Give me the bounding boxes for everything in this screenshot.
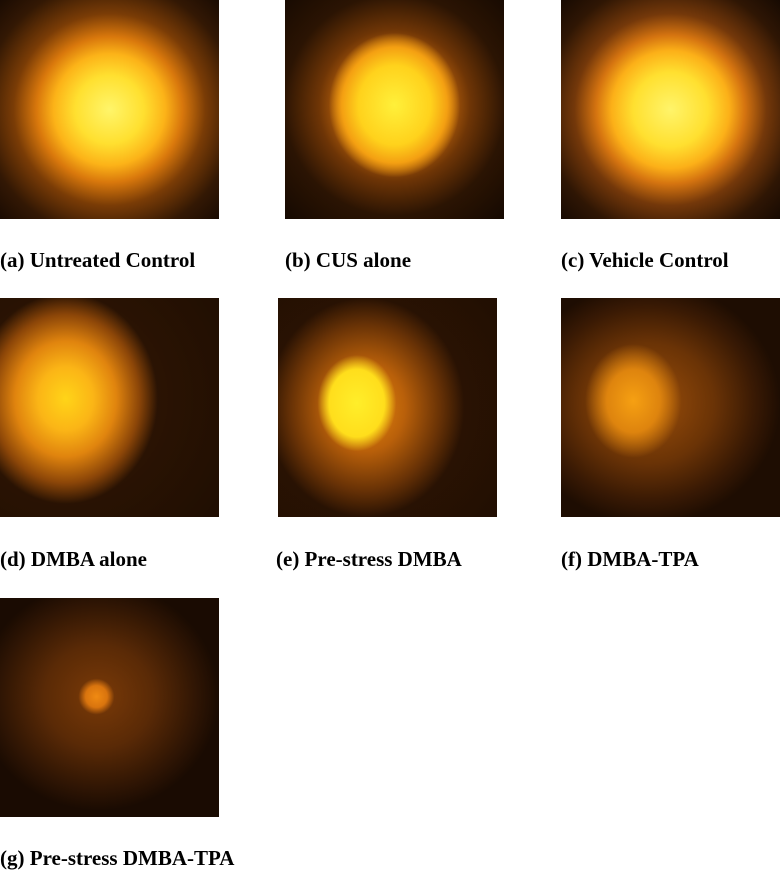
panel-caption: (e) Pre-stress DMBA [276,547,462,571]
panel-image [285,0,504,219]
panel-image [0,598,219,817]
panel-image [0,0,219,219]
panel-image [0,298,219,517]
panel-caption: (b) CUS alone [285,248,412,272]
panel-caption: (c) Vehicle Control [561,248,729,272]
panel-image [278,298,497,517]
panel-caption: (d) DMBA alone [0,547,147,571]
panel-caption: (f) DMBA-TPA [561,547,699,571]
panel-caption: (a) Untreated Control [0,248,196,272]
panel-image [561,0,780,219]
panel-caption: (g) Pre-stress DMBA-TPA [0,846,235,870]
panel-image [561,298,780,517]
